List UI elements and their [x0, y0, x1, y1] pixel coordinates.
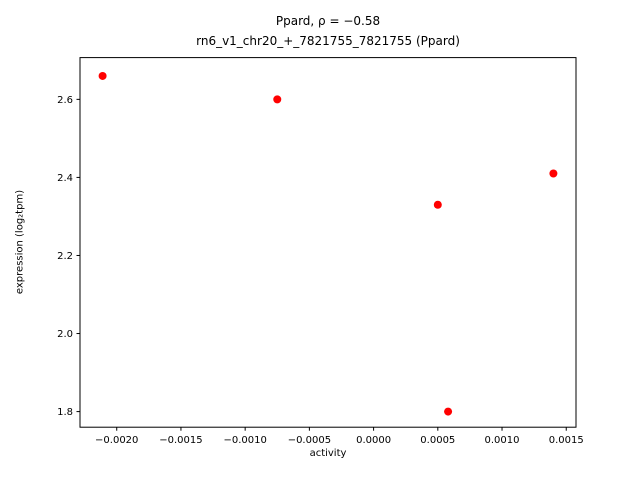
- data-point: [98, 71, 107, 80]
- x-tick-label: −0.0005: [288, 435, 331, 446]
- y-tick-label: 2.4: [57, 173, 73, 184]
- y-tick-label: 2.2: [57, 251, 73, 262]
- data-point: [433, 200, 442, 209]
- y-axis-label: expression (log₂tpm): [14, 189, 26, 295]
- y-tick-label: 2.6: [57, 95, 73, 106]
- x-tick-label: −0.0020: [95, 435, 138, 446]
- x-tick-label: 0.0010: [485, 435, 520, 446]
- y-tick-label: 2.0: [57, 329, 73, 340]
- data-point: [273, 95, 282, 104]
- x-tick-label: 0.0015: [549, 435, 584, 446]
- plot-title: Ppard, ρ = −0.58: [275, 14, 381, 28]
- y-tick-label: 1.8: [57, 407, 73, 418]
- x-tick-label: 0.0000: [356, 435, 391, 446]
- x-tick-label: 0.0005: [420, 435, 455, 446]
- x-axis-label: activity: [309, 448, 347, 459]
- plot-subtitle: rn6_v1_chr20_+_7821755_7821755 (Ppard): [196, 34, 460, 48]
- x-tick-label: −0.0010: [223, 435, 266, 446]
- data-point: [549, 169, 558, 178]
- data-point: [444, 407, 453, 416]
- x-tick-label: −0.0015: [159, 435, 202, 446]
- plot-border: [79, 57, 577, 428]
